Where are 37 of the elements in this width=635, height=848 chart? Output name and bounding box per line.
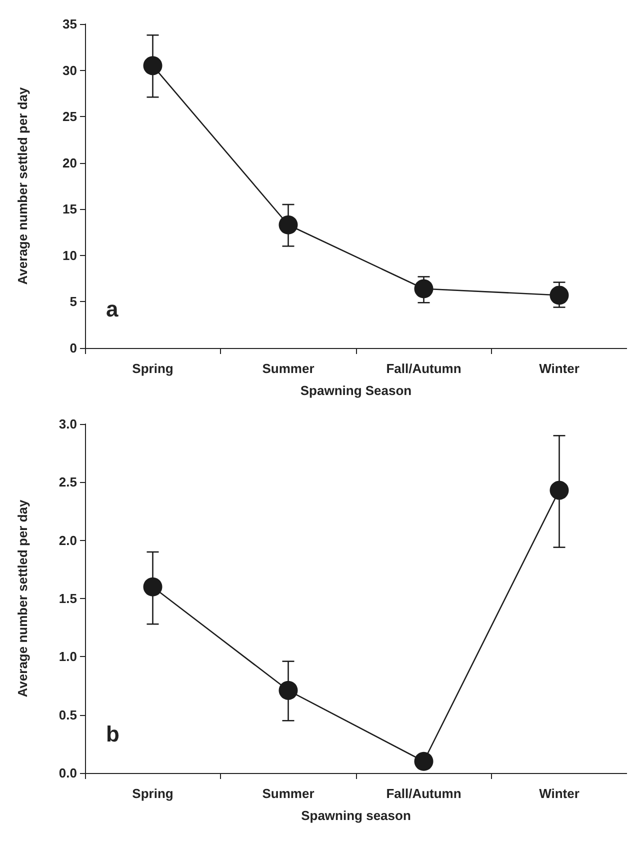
y-tick-label: 5 xyxy=(70,294,77,310)
y-tick-label: 30 xyxy=(62,62,77,78)
x-tick-label: Summer xyxy=(262,786,314,801)
y-tick-label: 35 xyxy=(62,16,77,32)
x-tick-label: Fall/Autumn xyxy=(386,361,462,376)
point xyxy=(414,752,434,771)
y-tick-label: 1.5 xyxy=(58,591,77,606)
point xyxy=(278,680,298,700)
y-tick-label: 20 xyxy=(62,155,77,170)
x-axis-title: Spawning season xyxy=(301,808,411,823)
y-tick-label: 1.0 xyxy=(58,649,77,664)
x-axis-title: Spawning Season xyxy=(300,383,412,398)
x-tick-label: Summer xyxy=(262,361,314,376)
y-tick-label: 2.0 xyxy=(58,532,77,548)
x-tick-label: Spring xyxy=(132,361,174,376)
y-axis-title: Average number settled per day xyxy=(15,498,30,698)
annotation: a xyxy=(106,296,119,322)
annotation: b xyxy=(106,722,120,746)
point xyxy=(550,286,569,305)
point xyxy=(143,56,162,76)
y-tick-label: 10 xyxy=(62,248,77,263)
y-tick-label: 3.0 xyxy=(58,416,77,432)
x-tick-label: Winter xyxy=(539,361,580,376)
y-axis-title: Average number settled per day xyxy=(15,86,30,285)
x-tick-label: Spring xyxy=(132,786,174,801)
point xyxy=(550,480,569,500)
x-tick-label: Fall/Autumn xyxy=(386,786,462,801)
y-tick-label: 25 xyxy=(62,109,77,124)
point xyxy=(278,215,298,234)
point xyxy=(143,577,162,596)
y-tick-label: 0.0 xyxy=(58,766,77,780)
point xyxy=(414,279,434,298)
y-tick-label: 0.5 xyxy=(58,707,77,722)
y-tick-label: 15 xyxy=(62,202,77,217)
x-tick-label: Winter xyxy=(539,786,580,801)
y-tick-label: 0 xyxy=(70,340,77,356)
y-tick-label: 2.5 xyxy=(58,474,77,490)
